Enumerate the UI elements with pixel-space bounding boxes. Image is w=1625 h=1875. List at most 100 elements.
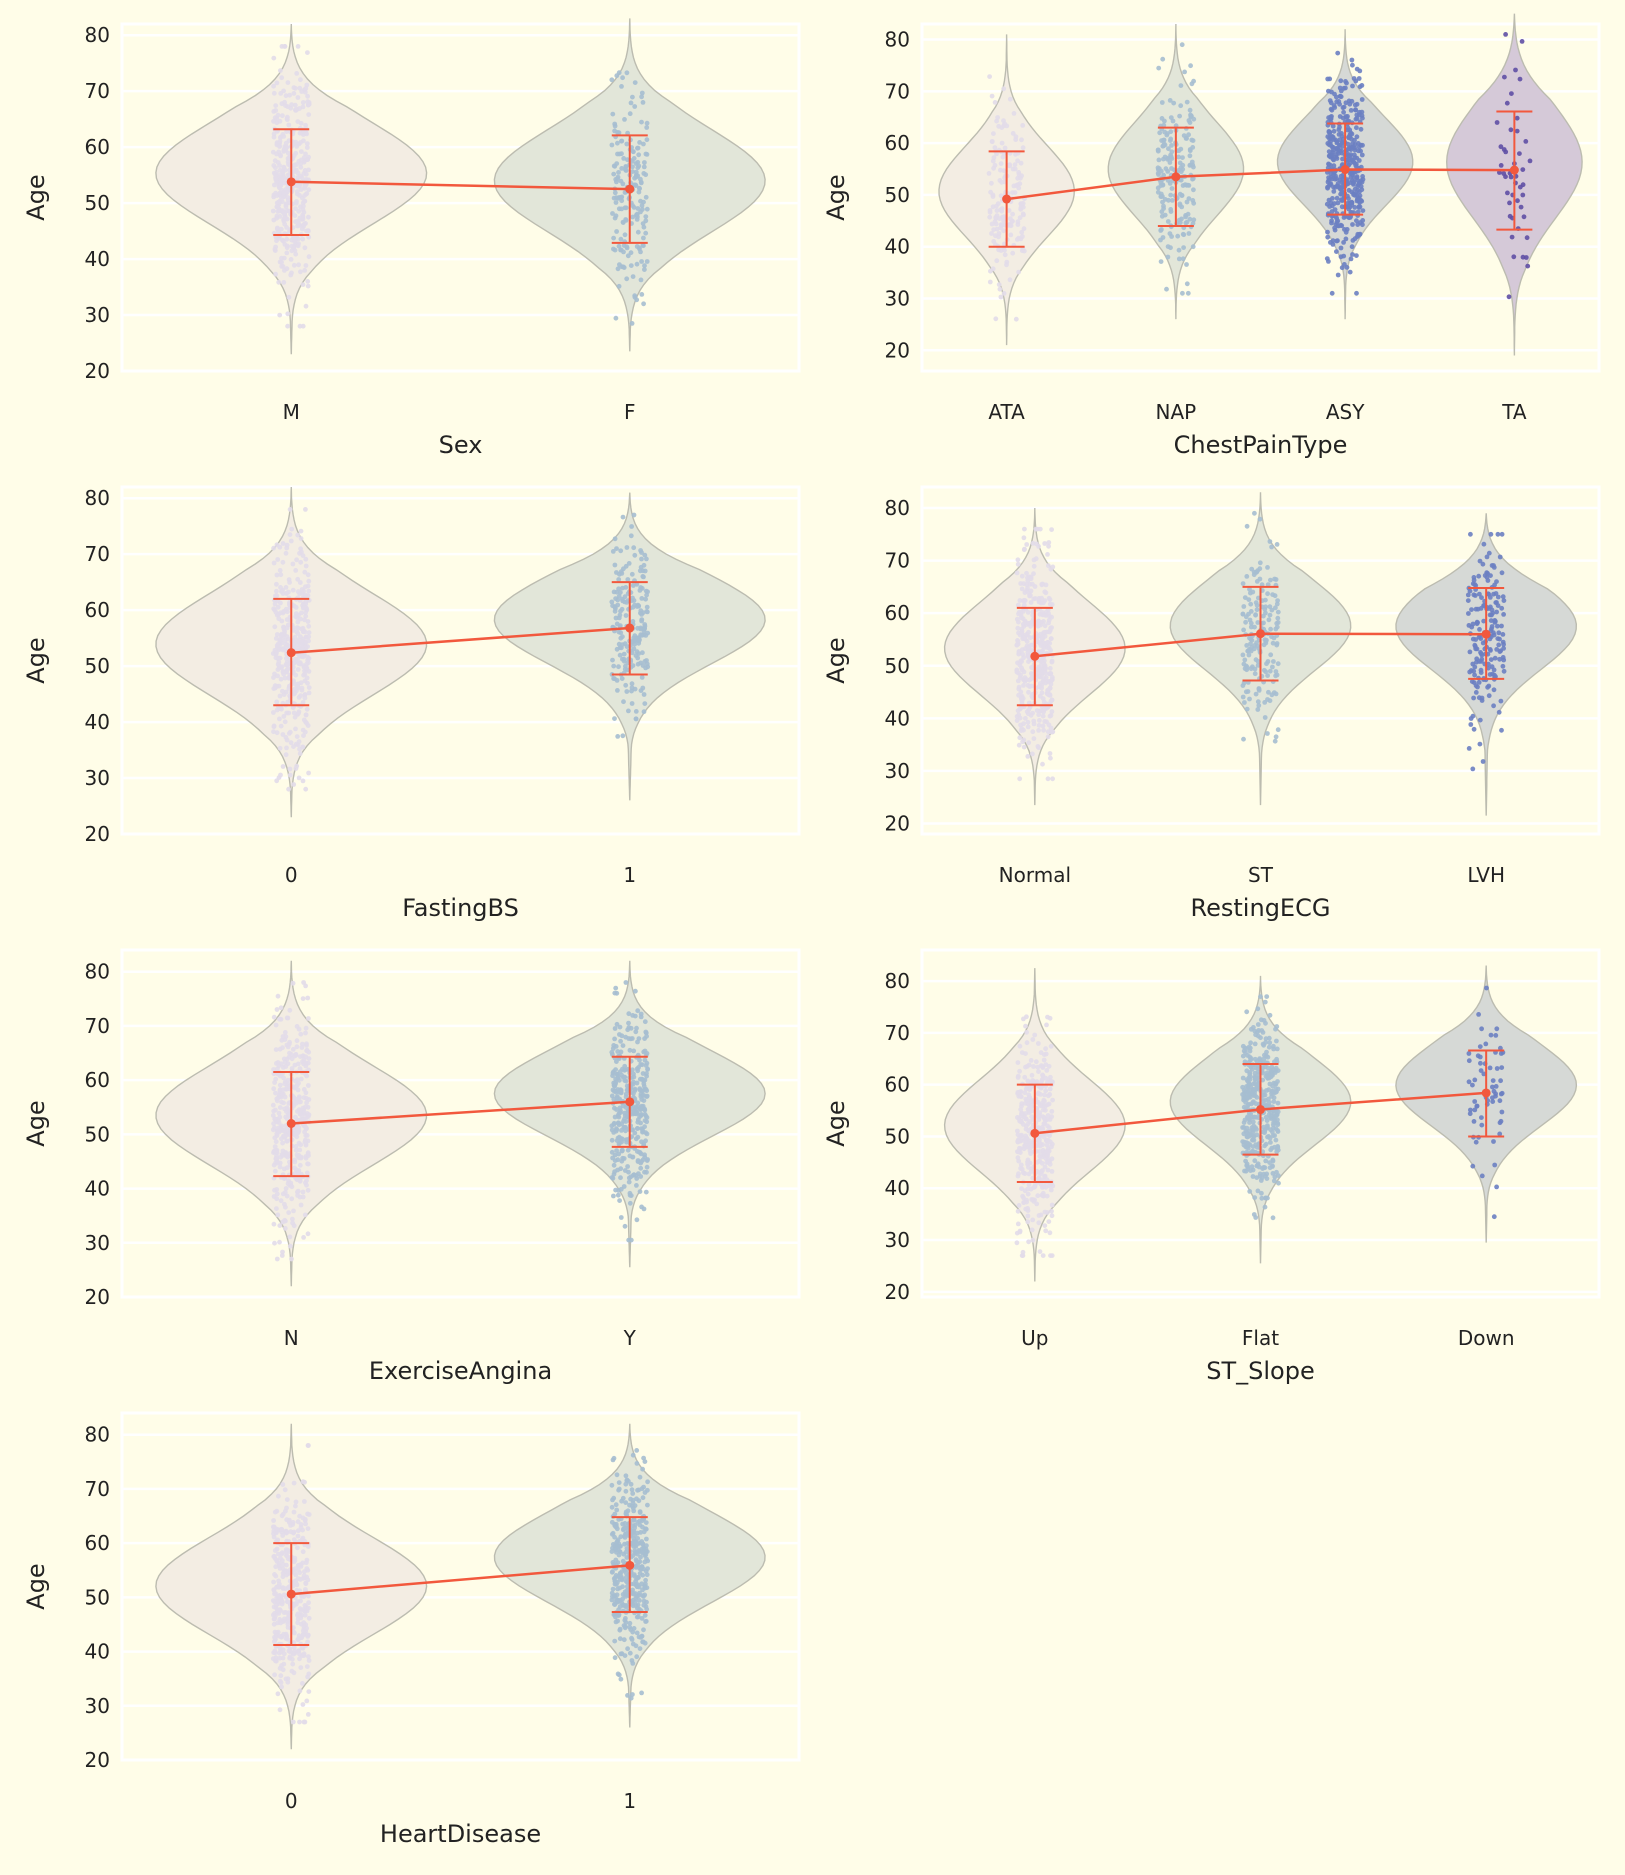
data-point bbox=[1045, 644, 1051, 650]
data-point bbox=[1332, 207, 1338, 213]
data-point bbox=[623, 1128, 628, 1134]
data-point bbox=[1027, 1148, 1033, 1154]
data-point bbox=[277, 198, 283, 204]
data-point bbox=[303, 556, 309, 562]
data-point bbox=[1007, 96, 1013, 102]
data-point bbox=[632, 552, 638, 558]
data-point bbox=[624, 689, 630, 694]
data-point bbox=[987, 208, 993, 213]
data-point bbox=[1273, 577, 1279, 582]
data-point bbox=[1180, 290, 1185, 296]
data-point bbox=[290, 1719, 296, 1725]
data-point bbox=[299, 149, 304, 155]
data-point bbox=[1339, 148, 1344, 154]
data-point bbox=[1038, 1050, 1044, 1055]
data-point bbox=[1023, 646, 1028, 651]
data-point bbox=[1044, 1149, 1050, 1154]
data-point bbox=[629, 571, 635, 577]
data-point bbox=[273, 1022, 279, 1028]
data-point bbox=[619, 166, 625, 171]
data-point bbox=[1043, 675, 1049, 680]
data-point bbox=[1160, 199, 1165, 205]
data-point bbox=[298, 1031, 304, 1037]
data-point bbox=[638, 277, 644, 283]
data-point bbox=[1349, 131, 1355, 137]
y-tick-label: 80 bbox=[85, 486, 110, 510]
data-point bbox=[1267, 1160, 1272, 1165]
data-point bbox=[1255, 1006, 1261, 1012]
data-point bbox=[1488, 657, 1494, 662]
data-point bbox=[278, 665, 284, 670]
data-point bbox=[611, 1120, 617, 1126]
data-point bbox=[1045, 552, 1050, 557]
data-point bbox=[1335, 200, 1341, 206]
data-point bbox=[306, 690, 312, 696]
data-point bbox=[617, 645, 623, 651]
data-point bbox=[296, 262, 301, 268]
data-point bbox=[1326, 259, 1331, 264]
data-point bbox=[615, 266, 621, 272]
data-point bbox=[1520, 192, 1526, 198]
y-tick-label: 80 bbox=[85, 960, 110, 984]
data-point bbox=[1167, 231, 1173, 237]
data-point bbox=[293, 672, 299, 678]
data-point bbox=[1018, 722, 1023, 728]
y-tick-label: 40 bbox=[885, 706, 910, 730]
data-point bbox=[614, 1148, 619, 1153]
data-point bbox=[1243, 614, 1249, 620]
data-point bbox=[998, 161, 1004, 167]
data-point bbox=[1025, 754, 1031, 759]
data-point bbox=[997, 286, 1003, 292]
data-point bbox=[1240, 1053, 1246, 1059]
data-point bbox=[1041, 727, 1046, 733]
data-point bbox=[1042, 1173, 1048, 1179]
data-point bbox=[634, 1183, 639, 1188]
x-tick-label: N bbox=[284, 1326, 299, 1350]
data-point bbox=[632, 175, 637, 181]
data-point bbox=[1524, 235, 1530, 241]
data-point bbox=[1030, 1237, 1036, 1243]
data-point bbox=[298, 269, 303, 275]
y-axis-label: Age bbox=[22, 637, 50, 683]
data-point bbox=[277, 1707, 283, 1713]
data-point bbox=[293, 611, 299, 616]
data-point bbox=[1264, 994, 1270, 999]
data-point bbox=[284, 737, 290, 743]
data-point bbox=[1024, 1040, 1030, 1046]
data-point bbox=[1008, 223, 1014, 229]
data-point bbox=[1163, 166, 1169, 172]
data-point bbox=[294, 1130, 300, 1136]
data-point bbox=[1501, 657, 1507, 663]
data-point bbox=[1018, 728, 1024, 733]
y-tick-label: 70 bbox=[885, 549, 910, 573]
x-axis-label: ExerciseAngina bbox=[369, 1357, 552, 1385]
data-point bbox=[1468, 531, 1473, 537]
data-point bbox=[1499, 1109, 1505, 1115]
data-point bbox=[1241, 1097, 1246, 1103]
data-point bbox=[632, 1086, 638, 1092]
data-point bbox=[619, 596, 625, 602]
data-point bbox=[1039, 685, 1044, 691]
data-point bbox=[300, 553, 306, 558]
data-point bbox=[306, 254, 312, 260]
data-point bbox=[644, 556, 649, 562]
data-point bbox=[630, 1127, 636, 1132]
data-point bbox=[1243, 1158, 1248, 1164]
data-point bbox=[1006, 208, 1012, 213]
data-point bbox=[302, 245, 308, 251]
data-point bbox=[1189, 159, 1195, 165]
data-point bbox=[1274, 542, 1280, 547]
data-point bbox=[1044, 1177, 1050, 1183]
data-point bbox=[273, 175, 278, 181]
data-point bbox=[1047, 1015, 1053, 1021]
data-point bbox=[1015, 639, 1021, 644]
data-point bbox=[1013, 316, 1019, 322]
y-tick-label: 80 bbox=[85, 23, 110, 47]
data-point bbox=[292, 1062, 298, 1068]
data-point bbox=[271, 134, 277, 140]
data-point bbox=[1328, 181, 1334, 187]
data-point bbox=[641, 164, 647, 170]
data-point bbox=[616, 1074, 621, 1080]
data-point bbox=[281, 714, 287, 719]
data-point bbox=[1269, 1089, 1275, 1095]
